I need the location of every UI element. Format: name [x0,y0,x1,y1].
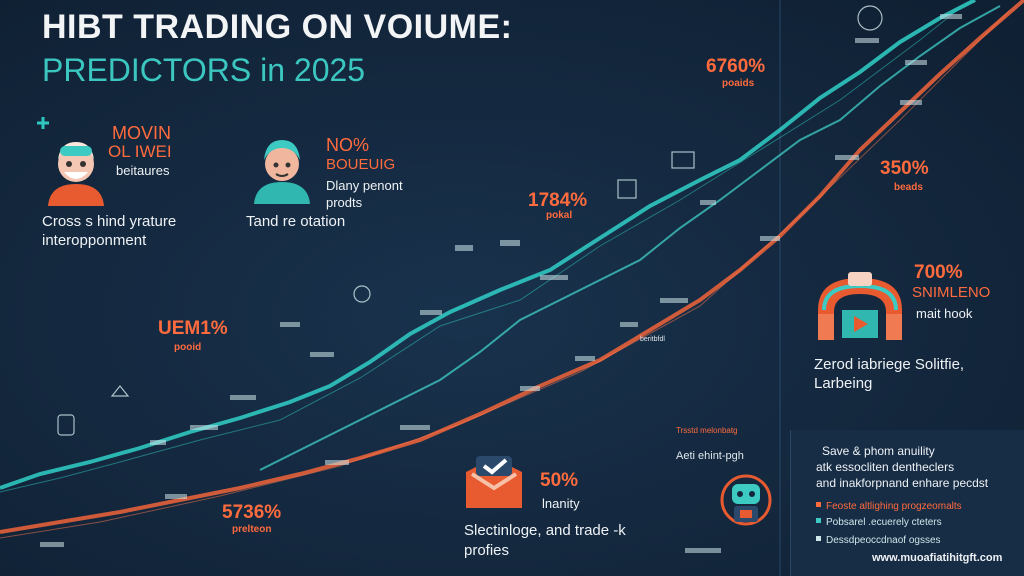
bullet-icon [816,536,821,542]
person-avatar-icon [250,134,314,209]
panel-line2: atk essocliten dentheclers [816,460,955,474]
stat-350-sub: beads [894,182,923,193]
teal-trend-line-2 [259,5,1001,471]
card2-line1: Tand re otation [246,213,346,230]
stat-uem-value: UEM1% [158,318,228,339]
panel-line1: Save & phom anuility [822,444,935,458]
stat-1784-sub: pokal [546,210,573,221]
panel-bullet-1: Feoste altlighing progzeomalts [816,496,962,514]
card2-heading1: NO% [326,135,370,155]
stat-5736-sub: prelteon [232,524,272,535]
panel-bullet-2: Pobsarel .ecuerely cteters [816,512,942,530]
card2-sub2: prodts [326,195,363,210]
plus-icon [36,116,50,135]
stat-1784-value: 1784% [528,190,588,211]
person-avatar-icon [44,134,108,211]
annotation-3: Trsstd melonbatg [676,426,738,435]
card-bottom-line2: profies [464,542,510,559]
card-bottom-line1: Slectinloge, and trade -k [464,522,626,539]
stat-6760-value: 6760% [706,56,766,77]
card-bottom-sub: lnanity [542,496,580,511]
arch-icon [812,270,908,351]
stat-6760-sub: poaids [722,78,755,89]
bullet-icon [816,502,821,508]
annotation-2: beritbfdl [640,336,665,343]
card2-heading2: BOUEUIG [326,156,396,173]
stat-5736-value: 5736% [222,502,282,523]
panel-bullet-text: Pobsarel .ecuerely cteters [826,517,942,528]
card-right-line1: Zerod iabriege Solitfie, [814,356,965,373]
card-right-stat: 700% [914,262,963,283]
card1-line2: interopponment [42,232,147,249]
info-panel [790,430,1024,576]
card1-heading2: OL IWEI [108,142,172,161]
robot-icon [718,470,774,539]
bullet-icon [816,518,821,524]
panel-bullet-text: Dessdpeoccdnaof ogsses [826,535,941,546]
card1-line1: Cross s hind yrature [42,213,177,230]
card1-heading1: MOVIN [112,123,172,143]
panel-bullet-text: Feoste altlighing progzeomalts [826,501,962,512]
teal-trend-line [0,0,976,490]
annotation-1: Aeti ehint-pgh [676,450,744,462]
checkmark-icon [462,452,526,517]
card-bottom-stat: 50% [540,470,579,491]
panel-line3: and inakforpnand enhare pecdst [816,476,989,490]
stat-350-value: 350% [880,158,929,179]
website-url[interactable]: www.muoafiatihitgft.com [872,552,1003,564]
page-title: HIBT TRADING ON VOIUME: [42,8,513,46]
page-subtitle: PREDICTORS in 2025 [42,52,366,88]
card1-sub: beitaures [116,163,170,178]
card-right-sub: mait hook [916,306,973,321]
card2-sub1: Dlany penont [326,178,403,193]
orange-trend-line [0,0,1024,534]
card-right-heading: SNIMLENO [912,284,991,301]
card-right-line2: Larbeing [814,375,873,392]
panel-bullet-3: Dessdpeoccdnaof ogsses [816,530,941,548]
stat-uem-sub: pooid [174,342,202,353]
